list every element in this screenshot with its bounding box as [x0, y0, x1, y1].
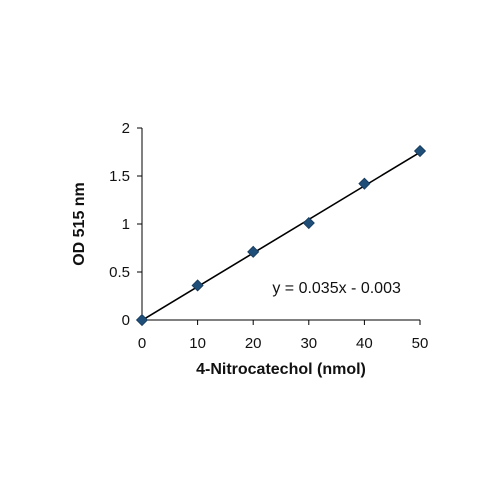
y-tick-label: 2: [122, 120, 130, 137]
y-tick-label: 0.5: [109, 264, 130, 281]
data-point: [413, 144, 427, 158]
x-tick-label: 50: [412, 335, 429, 352]
x-axis-title: 4-Nitrocatechol (nmol): [196, 361, 366, 378]
data-point: [191, 279, 204, 292]
data-point: [135, 313, 149, 327]
y-axis-title: OD 515 nm: [71, 182, 88, 266]
x-tick-label: 10: [189, 335, 206, 352]
data-points: [135, 144, 427, 327]
data-point: [358, 177, 371, 190]
trendline-group: [141, 151, 421, 321]
x-tick-label: 20: [245, 335, 262, 352]
x-tick-label: 40: [356, 335, 373, 352]
trendline: [141, 151, 421, 321]
y-ticks: 0 0.5 1 1.5 2: [109, 120, 142, 329]
x-tick-label: 0: [138, 335, 146, 352]
data-point: [302, 216, 315, 230]
y-tick-label: 1: [122, 216, 130, 233]
y-tick-label: 0: [122, 312, 130, 329]
y-tick-label: 1.5: [109, 168, 130, 185]
trendline-equation: y = 0.035x - 0.003: [272, 280, 401, 297]
x-ticks: 0 10 20 30 40 50: [138, 320, 429, 352]
x-tick-label: 30: [300, 335, 317, 352]
data-point: [247, 245, 260, 258]
